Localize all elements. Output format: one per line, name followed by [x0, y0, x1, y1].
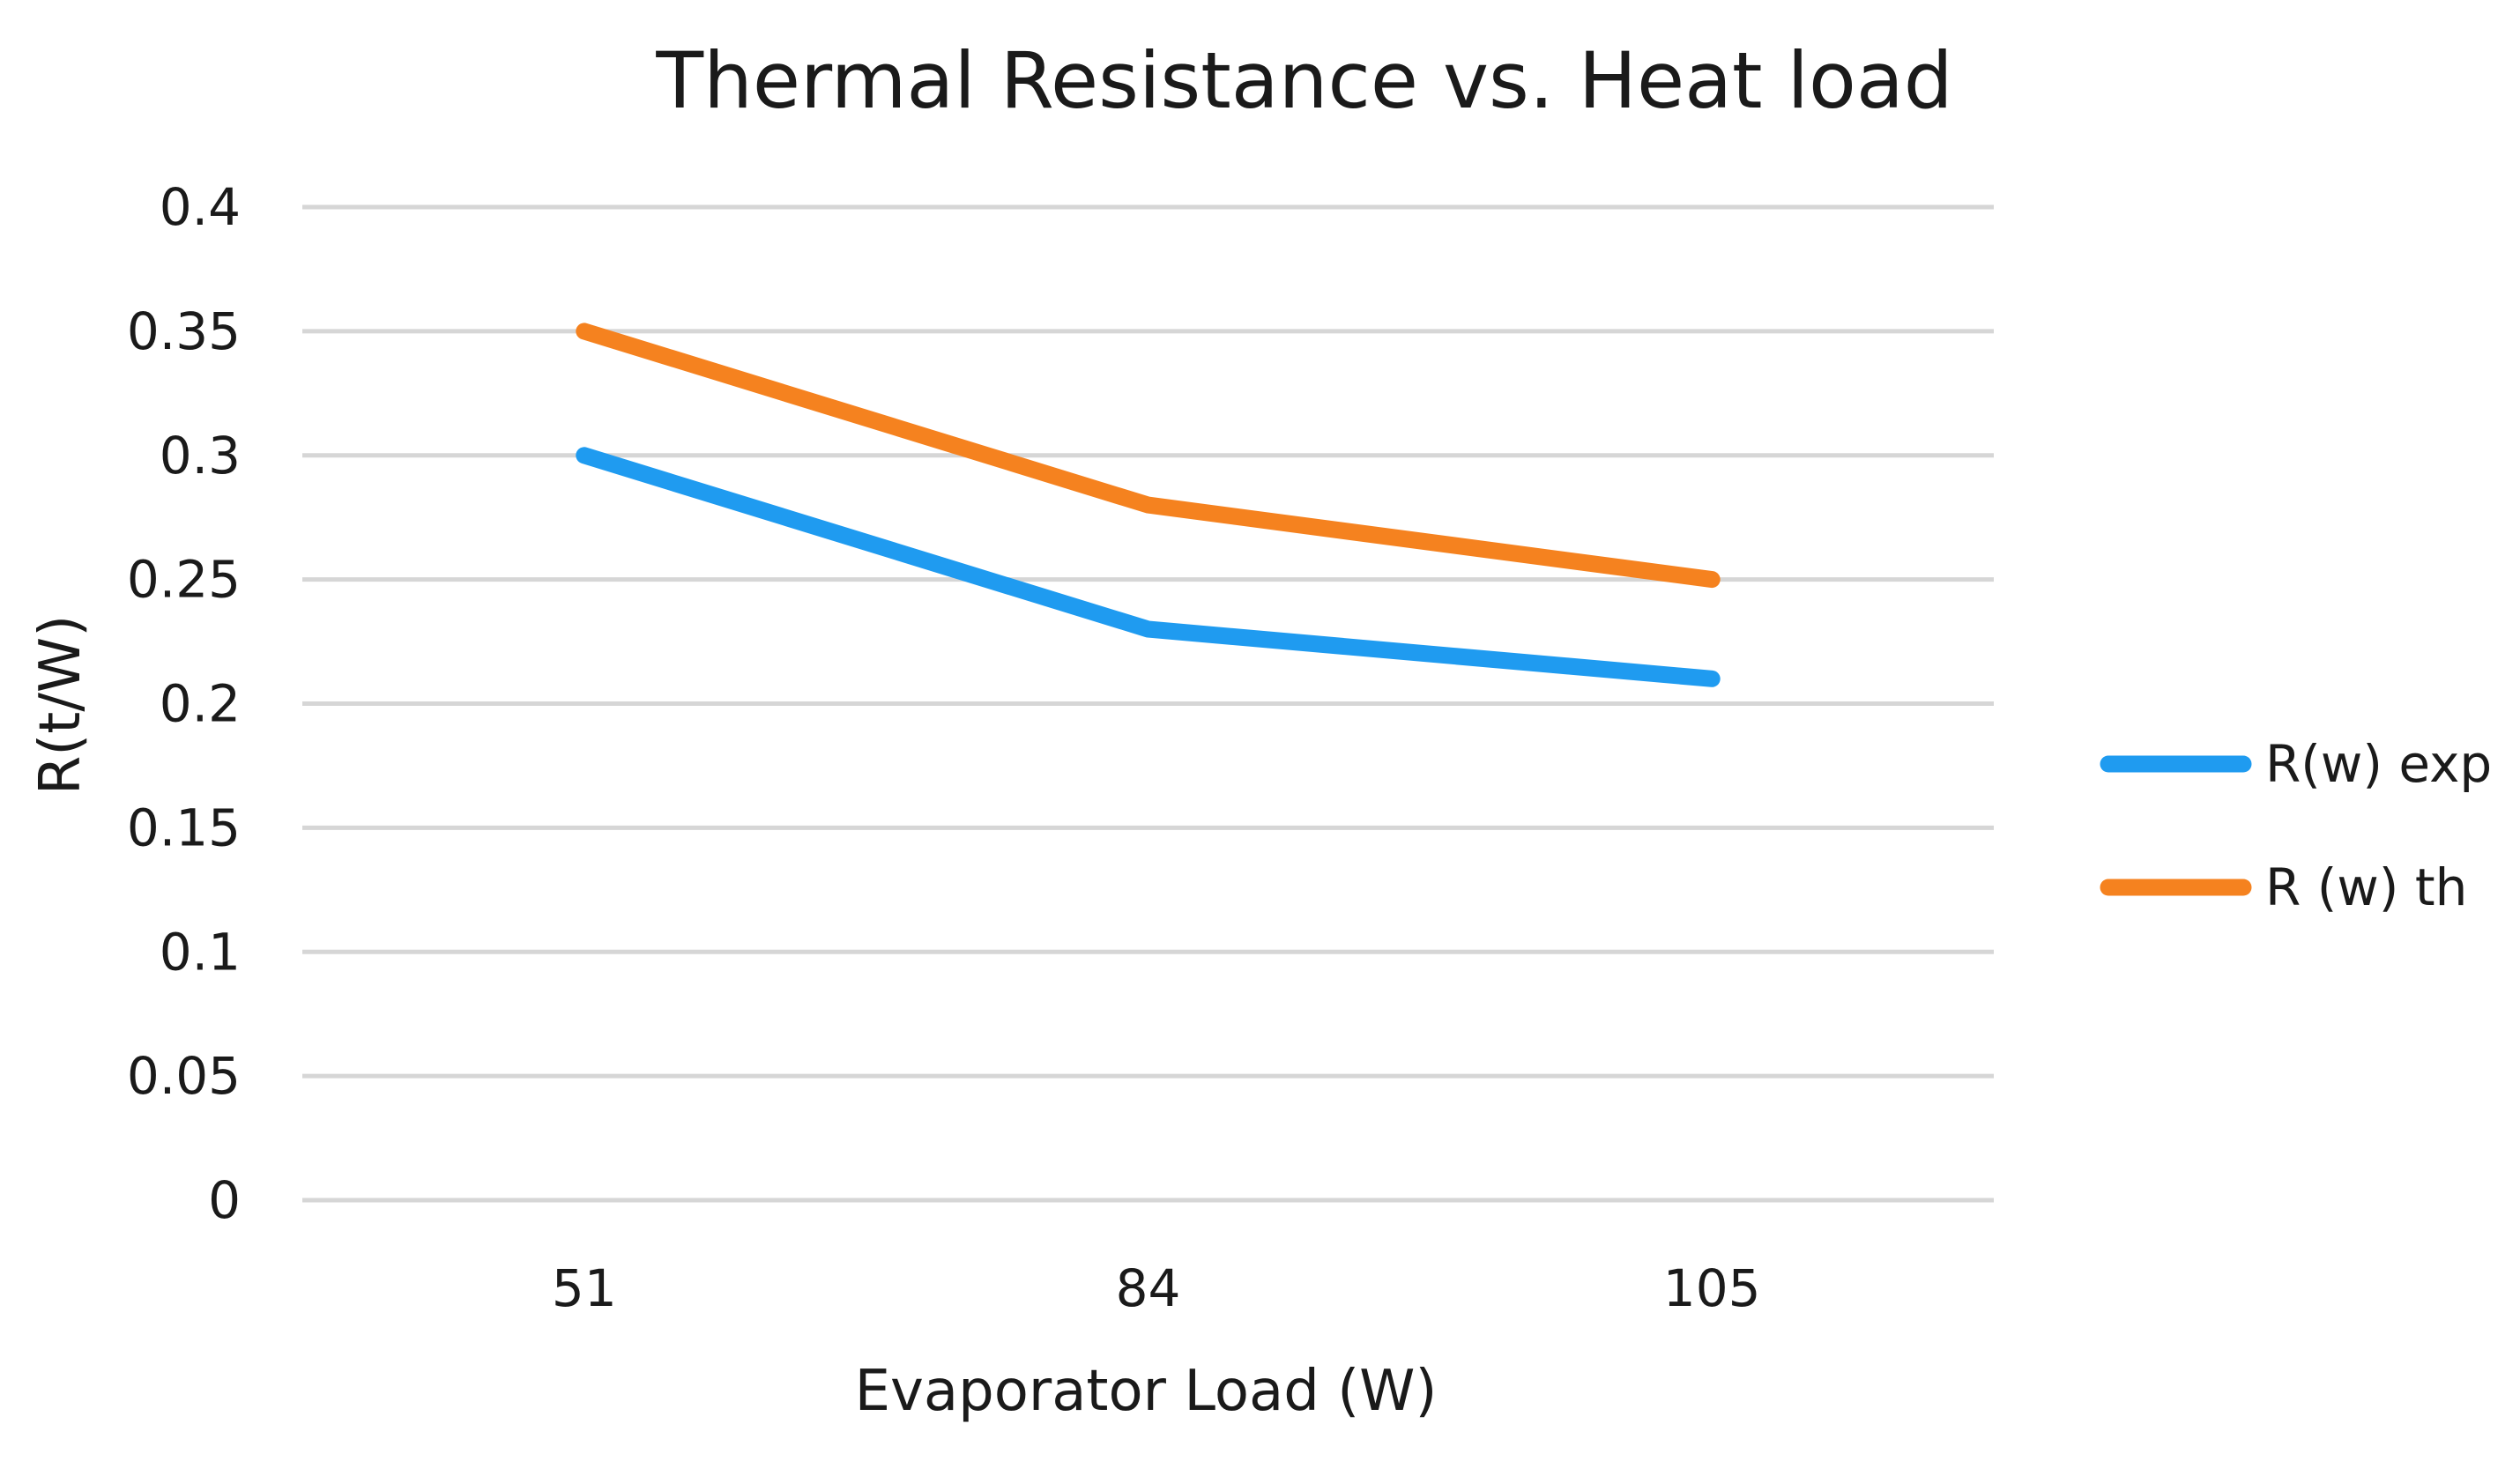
- data-point: [1711, 578, 1713, 581]
- legend: R(w) exp R (w) th: [2100, 734, 2492, 917]
- data-point: [583, 330, 585, 332]
- data-point: [1147, 627, 1149, 630]
- y-tick-label: 0.35: [127, 301, 241, 361]
- legend-label: R (w) th: [2265, 857, 2467, 917]
- x-axis-label: Evaporator Load (W): [855, 1359, 1438, 1424]
- y-tick-label: 0.15: [127, 797, 241, 857]
- gridlines: [302, 204, 1994, 1203]
- series-lines: [576, 323, 1721, 687]
- x-tick-label: 84: [1116, 1258, 1181, 1318]
- chart-title: Thermal Resistance vs. Heat load: [655, 35, 1952, 126]
- x-tick-label: 105: [1663, 1258, 1761, 1318]
- series-line-r-w-exp: [576, 447, 1721, 687]
- y-axis-label: R(t/W): [28, 615, 93, 795]
- x-tick-label: 51: [552, 1258, 617, 1318]
- y-tick-label: 0: [208, 1170, 241, 1230]
- y-tick-label: 0.1: [160, 922, 241, 982]
- y-tick-label: 0.05: [127, 1046, 241, 1106]
- data-point: [583, 454, 585, 456]
- legend-label: R(w) exp: [2265, 734, 2492, 794]
- y-tick-label: 0.2: [160, 674, 241, 734]
- data-point: [1711, 678, 1713, 680]
- y-tick-label: 0.3: [160, 426, 241, 486]
- y-axis-ticks: 0 0.05 0.1 0.15 0.2 0.25 0.3 0.35 0.4: [127, 177, 241, 1230]
- y-tick-label: 0.25: [127, 550, 241, 610]
- y-tick-label: 0.4: [160, 177, 241, 237]
- data-point: [1147, 504, 1149, 507]
- x-axis-ticks: 51 84 105: [552, 1258, 1761, 1318]
